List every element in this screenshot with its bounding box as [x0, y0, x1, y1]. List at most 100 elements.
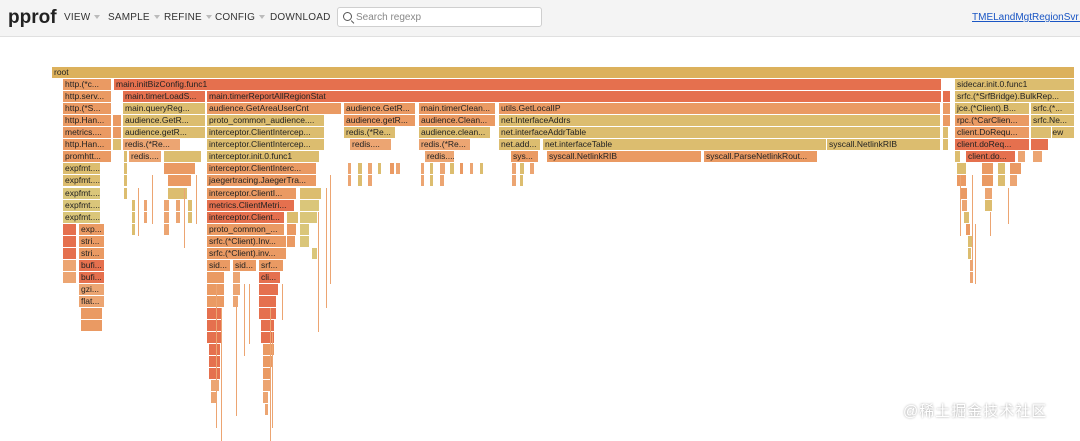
flame-frame-small[interactable] [1033, 151, 1043, 163]
flame-frame-sliver[interactable] [221, 308, 222, 441]
flame-frame[interactable]: bufi... [79, 271, 105, 283]
flame-frame-small[interactable] [164, 211, 170, 223]
flame-frame-sliver[interactable] [960, 175, 961, 236]
flame-frame[interactable]: redis.... [425, 151, 455, 163]
flame-frame-sliver[interactable] [318, 211, 319, 333]
flame-frame-small[interactable] [982, 163, 994, 175]
flame-frame[interactable]: audience.Clean... [419, 115, 496, 127]
flame-frame[interactable]: http.(*c... [63, 79, 112, 91]
flame-frame-small[interactable] [63, 259, 77, 271]
flame-frame-small[interactable] [259, 295, 277, 307]
flame-frame-small[interactable] [970, 259, 974, 271]
flame-frame-small[interactable] [81, 308, 103, 319]
flame-frame[interactable]: gzi... [79, 283, 105, 295]
flame-frame-small[interactable] [164, 199, 170, 211]
flame-frame-small[interactable] [312, 247, 318, 259]
flame-frame-small[interactable] [300, 199, 320, 211]
flame-frame-sliver[interactable] [326, 187, 327, 308]
flame-frame[interactable]: interceptor.Client... [207, 211, 285, 223]
flame-frame-sliver[interactable] [972, 175, 973, 260]
flame-frame-small[interactable] [124, 151, 128, 163]
flame-frame-small[interactable] [440, 163, 446, 175]
flame-frame-small[interactable] [263, 392, 269, 404]
flame-frame[interactable]: audience.getR... [123, 127, 206, 139]
flame-frame[interactable]: main.timerReportAllRegionStat [207, 91, 942, 103]
flame-frame-small[interactable] [233, 271, 241, 283]
flame-frame[interactable]: audience.clean... [419, 127, 491, 139]
flame-frame-small[interactable] [81, 320, 103, 332]
flame-frame-small[interactable] [348, 175, 352, 187]
flame-frame-small[interactable] [421, 163, 425, 175]
menu-download[interactable]: DOWNLOAD [270, 12, 331, 23]
flame-frame-small[interactable] [63, 223, 77, 235]
flame-frame-small[interactable] [390, 163, 395, 175]
flame-frame-small[interactable] [124, 187, 128, 199]
flame-frame[interactable]: http.Han... [63, 139, 112, 151]
flame-frame[interactable]: main.initBizConfig.func1 [114, 79, 942, 91]
flame-frame-sliver[interactable] [236, 295, 237, 417]
flame-frame-small[interactable] [470, 163, 474, 175]
flame-frame-sliver[interactable] [152, 175, 153, 224]
flame-frame[interactable]: bufi... [79, 259, 105, 271]
flame-frame-small[interactable] [188, 199, 193, 211]
flame-frame-small[interactable] [144, 211, 148, 223]
flame-frame-sliver[interactable] [249, 283, 250, 345]
flame-frame-small[interactable] [132, 211, 136, 223]
flame-frame-small[interactable] [998, 175, 1006, 187]
flame-frame-small[interactable] [209, 356, 221, 368]
flame-frame-sliver[interactable] [270, 308, 271, 441]
flame-frame-small[interactable] [207, 332, 223, 344]
flame-frame[interactable]: client.doReq... [955, 139, 1030, 151]
flame-frame[interactable]: main.timerLoadS... [123, 91, 206, 103]
flame-frame[interactable]: net.interfaceTable [543, 139, 827, 151]
flame-frame[interactable]: srfc.(*... [1031, 103, 1075, 115]
flame-frame-small[interactable] [430, 163, 434, 175]
flame-frame-small[interactable] [144, 199, 148, 211]
flame-frame[interactable]: proto_common_... [207, 223, 285, 235]
flame-frame-small[interactable] [966, 223, 971, 235]
flame-frame-small[interactable] [209, 344, 221, 356]
flame-frame-small[interactable] [943, 103, 951, 115]
flame-frame[interactable]: client.do... [966, 151, 1016, 163]
flame-frame-small[interactable] [957, 163, 967, 175]
flame-frame-sliver[interactable] [184, 187, 185, 248]
flame-frame-small[interactable] [63, 247, 77, 259]
flame-frame[interactable]: main.timerClean... [419, 103, 496, 115]
flame-frame-small[interactable] [943, 91, 951, 103]
flame-frame[interactable]: proto_common_audience.... [207, 115, 325, 127]
flame-frame-small[interactable] [287, 223, 297, 235]
flame-frame-small[interactable] [421, 175, 425, 187]
flame-frame-small[interactable] [396, 163, 401, 175]
flame-frame-small[interactable] [113, 115, 122, 127]
flame-frame-small[interactable] [176, 199, 181, 211]
flame-frame[interactable]: syscall.ParseNetlinkRout... [704, 151, 818, 163]
flame-frame[interactable]: promhtt... [63, 151, 112, 163]
flame-frame-sliver[interactable] [990, 211, 991, 236]
flame-frame[interactable]: interceptor.ClientIntercep... [207, 139, 325, 151]
flame-frame-small[interactable] [1018, 151, 1026, 163]
flame-frame-small[interactable] [358, 163, 363, 175]
flame-frame[interactable]: redis.... [350, 139, 392, 151]
flame-frame-small[interactable] [124, 163, 128, 175]
menu-config[interactable]: CONFIG [215, 12, 266, 23]
search-input[interactable] [356, 10, 536, 24]
flame-frame-small[interactable] [960, 187, 968, 199]
flame-frame-small[interactable] [263, 368, 272, 380]
flame-frame[interactable]: expfmt.... [63, 211, 101, 223]
flame-frame-small[interactable] [1010, 163, 1022, 175]
flame-frame[interactable]: net.interfaceAddrTable [499, 127, 941, 139]
flame-frame-small[interactable] [259, 283, 279, 295]
flame-frame-sliver[interactable] [216, 283, 217, 429]
flame-frame[interactable]: srf... [259, 259, 284, 271]
flame-frame[interactable]: srfc.(*SrfBridge).BulkRep... [955, 91, 1075, 103]
flame-frame[interactable]: main.queryReg... [123, 103, 206, 115]
flame-frame-small[interactable] [450, 163, 455, 175]
flame-frame-small[interactable] [943, 139, 949, 151]
flame-frame-sliver[interactable] [282, 283, 283, 321]
flame-frame-small[interactable] [132, 223, 136, 235]
flame-frame-sliver[interactable] [244, 283, 245, 357]
menu-view[interactable]: VIEW [64, 12, 101, 23]
flame-frame-small[interactable] [368, 175, 373, 187]
flame-frame-small[interactable] [300, 223, 310, 235]
flame-frame-small[interactable] [113, 127, 122, 139]
